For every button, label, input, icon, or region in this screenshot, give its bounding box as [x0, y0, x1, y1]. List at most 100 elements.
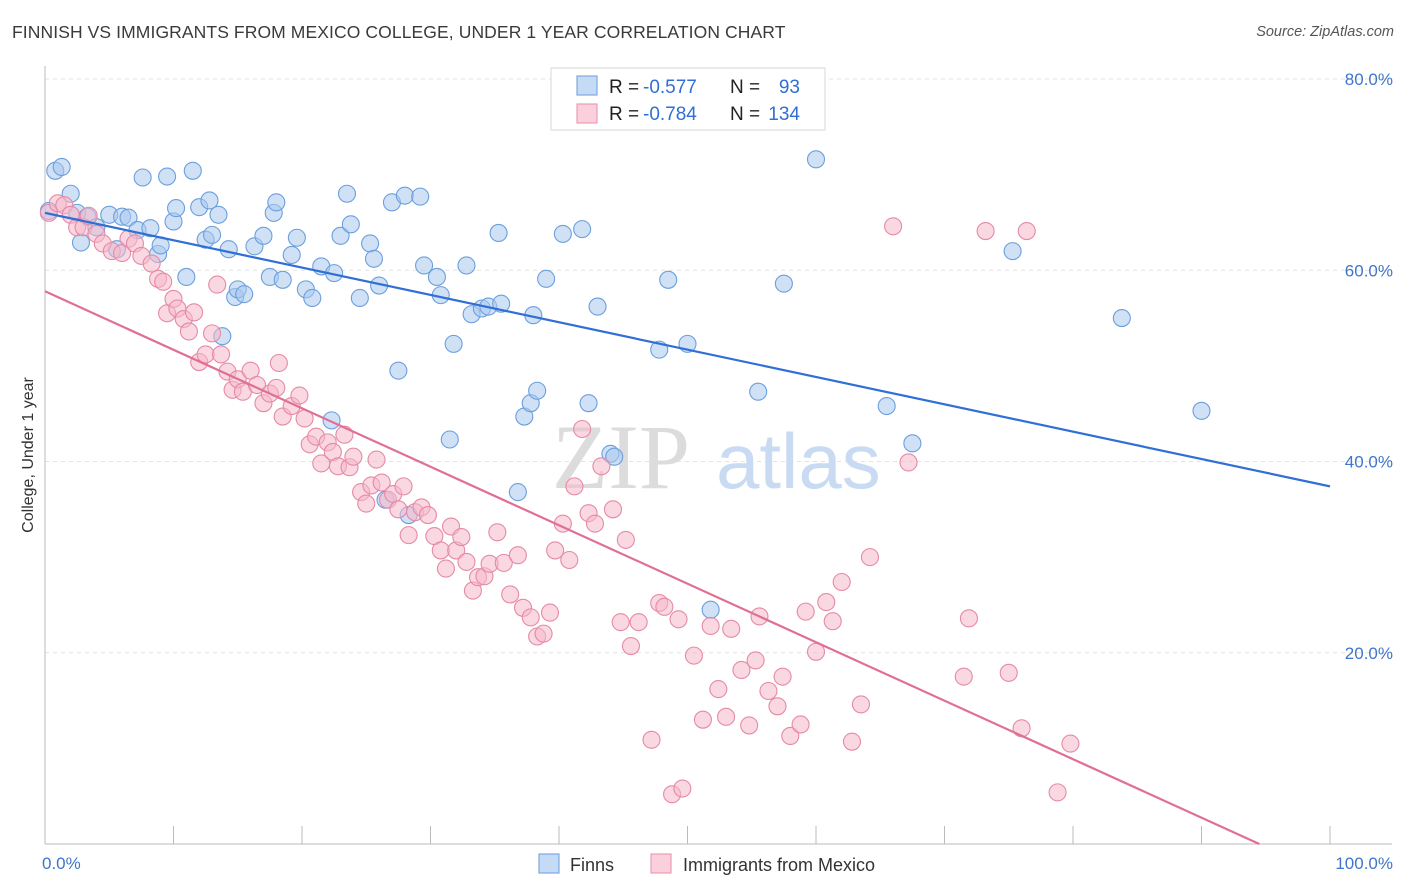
legend-finns-n-value: 93 [779, 77, 800, 98]
mexico-point-133 [1061, 734, 1080, 753]
finns-point-58 [415, 256, 434, 275]
mexico-point-25 [203, 324, 222, 343]
mexico-point-95 [621, 637, 641, 656]
finns-point-77 [579, 394, 598, 413]
mexico-point-125 [860, 548, 880, 567]
mexico-point-63 [418, 505, 437, 525]
mexico-point-108 [722, 619, 741, 638]
finns-point-19 [167, 199, 186, 218]
finns-point-31 [235, 285, 254, 304]
legend-finns-r-value: -0.577 [643, 77, 697, 98]
finns-point-5 [71, 233, 91, 252]
finns-point-73 [528, 381, 547, 400]
finns-point-91 [1112, 309, 1131, 328]
x-tick-labels: 0.0% 100.0% [42, 854, 1393, 873]
mexico-point-122 [832, 572, 851, 592]
finns-point-21 [183, 161, 202, 180]
finns-point-48 [350, 288, 369, 308]
finns-point-54 [389, 361, 408, 380]
mexico-point-52 [357, 494, 376, 513]
mexico-point-103 [684, 646, 703, 665]
x-tick-label-0: 0.0% [42, 854, 81, 873]
finns-point-46 [337, 184, 357, 203]
mexico-point-135 [1017, 221, 1036, 241]
mexico-point-116 [781, 726, 800, 745]
mexico-point-124 [851, 695, 871, 714]
mexico-point-92 [603, 500, 623, 519]
mexico-point-123 [842, 732, 862, 751]
legend-swatch-finns [576, 75, 598, 96]
mexico-point-101 [669, 610, 688, 629]
mexico-point-22 [185, 303, 204, 322]
mexico-point-77 [501, 585, 520, 604]
finns-point-84 [701, 600, 720, 619]
watermark-atlas: atlas [716, 417, 881, 505]
finns-point-41 [303, 288, 322, 308]
finns-point-61 [440, 430, 459, 449]
finns-point-92 [1192, 401, 1211, 420]
legend-mexico-n-value: 134 [768, 104, 800, 125]
legend-mexico-r-value: -0.784 [643, 104, 697, 125]
mexico-point-78 [508, 546, 527, 565]
watermark: ZIP atlas [552, 406, 881, 508]
mexico-point-21 [179, 322, 198, 341]
mexico-point-96 [629, 613, 648, 632]
finns-point-78 [588, 297, 607, 316]
legend-box: R = -0.577 N = 93 R = -0.784 N = 134 [550, 67, 826, 131]
series-finns-points [39, 150, 1211, 619]
y-tick-labels: 80.0% 60.0% 40.0% 20.0% [1345, 70, 1393, 663]
finns-point-43 [322, 411, 341, 430]
legend-swatch-mexico [576, 103, 598, 124]
mexico-point-115 [773, 667, 792, 686]
mexico-point-27 [211, 345, 231, 364]
mexico-point-54 [367, 450, 386, 469]
y-axis-title: College, Under 1 year [20, 377, 37, 533]
mexico-point-16 [154, 272, 173, 291]
series-mexico-points [39, 194, 1080, 804]
mexico-point-80 [521, 608, 540, 627]
y-tick-label-0: 80.0% [1345, 70, 1393, 89]
finns-point-24 [200, 191, 219, 210]
mexico-point-83 [540, 603, 560, 622]
mexico-point-66 [436, 559, 455, 578]
mexico-trend-line [44, 290, 1260, 846]
mexico-point-50 [344, 447, 363, 466]
finns-point-76 [573, 220, 592, 239]
finns-point-36 [267, 193, 286, 212]
finns-point-62 [444, 334, 463, 353]
mexico-point-111 [746, 651, 765, 670]
finns-point-2 [52, 157, 71, 177]
mexico-point-117 [791, 715, 810, 734]
bottom-legend-swatch-finns [538, 853, 560, 874]
trend-lines [44, 211, 1331, 846]
bottom-legend-finns: Finns [570, 855, 614, 875]
finns-point-69 [508, 483, 527, 502]
finns-point-63 [457, 256, 476, 275]
finns-point-74 [537, 269, 556, 288]
finns-point-14 [141, 219, 160, 238]
mexico-point-75 [488, 523, 507, 542]
finns-point-59 [427, 267, 446, 286]
mexico-point-88 [573, 419, 592, 439]
finns-point-57 [411, 187, 430, 206]
finns-point-47 [341, 215, 360, 234]
finns-point-80 [605, 447, 624, 466]
mexico-point-24 [196, 345, 215, 364]
finns-point-39 [287, 228, 306, 247]
y-tick-label-2: 40.0% [1345, 453, 1393, 472]
mexico-point-105 [701, 616, 720, 636]
mexico-point-26 [208, 275, 227, 294]
x-tick-label-1: 100.0% [1335, 854, 1393, 873]
finns-point-11 [119, 208, 138, 227]
mexico-point-59 [394, 477, 413, 496]
bottom-legend: Finns Immigrants from Mexico [538, 853, 875, 875]
mexico-point-129 [959, 609, 978, 628]
mexico-point-104 [693, 710, 712, 729]
finns-point-90 [1003, 242, 1022, 261]
finns-point-13 [133, 168, 152, 187]
axes [44, 66, 1392, 845]
finns-point-20 [177, 267, 196, 286]
legend-finns-n-label: N = [730, 77, 760, 98]
mexico-point-14 [142, 254, 161, 273]
